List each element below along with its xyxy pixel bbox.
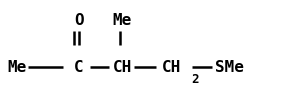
Text: CH: CH xyxy=(113,60,132,75)
Text: 2: 2 xyxy=(191,72,199,85)
Text: SMe: SMe xyxy=(215,60,244,75)
Text: Me: Me xyxy=(7,60,26,75)
Text: O: O xyxy=(74,13,84,28)
Text: CH: CH xyxy=(162,60,181,75)
Text: Me: Me xyxy=(113,13,132,28)
Text: C: C xyxy=(74,60,84,75)
